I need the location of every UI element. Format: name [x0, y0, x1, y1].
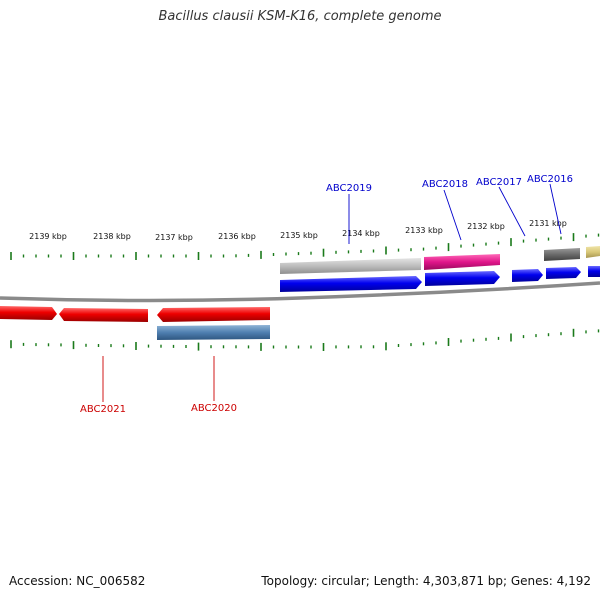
genome-backbone [0, 281, 600, 303]
gene-label-abc2021[interactable]: ABC2021 [80, 404, 126, 415]
gene-callout-lines [102, 183, 562, 402]
upper-tick-row [10, 233, 600, 260]
scale-label-2138: 2138 kbp [93, 232, 131, 241]
scale-label-2133: 2133 kbp [405, 226, 443, 235]
abc2018-feature-bar[interactable] [424, 254, 500, 270]
gene-label-abc2020[interactable]: ABC2020 [191, 403, 237, 414]
scale-label-2139: 2139 kbp [29, 232, 67, 241]
gene-abc2018[interactable] [425, 271, 500, 286]
scale-label-2135: 2135 kbp [280, 231, 318, 240]
scale-label-2132: 2132 kbp [467, 222, 505, 231]
genome-title: Bacillus clausii KSM-K16, complete genom… [158, 9, 442, 24]
gene-label-abc2018[interactable]: ABC2018 [422, 179, 468, 190]
callout-line-abc2017 [498, 186, 526, 237]
callout-line-abc2016 [549, 183, 562, 235]
scale-labels: 2139 kbp 2138 kbp 2137 kbp 2136 kbp 2135… [29, 219, 567, 242]
gene-label-abc2019[interactable]: ABC2019 [326, 183, 372, 194]
gene-labels: ABC2019 ABC2018 ABC2017 ABC2016 ABC2021 … [80, 174, 573, 415]
scale-label-2137: 2137 kbp [155, 233, 193, 242]
gene-reverse-edge[interactable] [0, 306, 57, 320]
scale-label-2131: 2131 kbp [529, 219, 567, 228]
abc2019-feature-bar[interactable] [280, 258, 421, 274]
gene-abc2020[interactable] [157, 307, 270, 322]
scale-label-2134: 2134 kbp [342, 229, 380, 238]
abc2016-feature-bar[interactable] [544, 248, 580, 261]
callout-line-abc2018 [443, 189, 462, 241]
lower-tick-row [10, 328, 600, 351]
reverse-genes [0, 306, 270, 322]
scale-label-2136: 2136 kbp [218, 232, 256, 241]
gene-abc2021[interactable] [59, 308, 148, 322]
genome-summary-text: Topology: circular; Length: 4,303,871 bp… [261, 574, 591, 588]
accession-text: Accession: NC_006582 [9, 574, 146, 588]
gene-edge-forward[interactable] [588, 266, 600, 277]
gene-abc2019[interactable] [280, 276, 422, 292]
abc2020-feature-bar[interactable] [157, 325, 270, 340]
forward-genes [280, 266, 600, 292]
edge-feature-bar[interactable] [586, 246, 600, 258]
gene-abc2017[interactable] [512, 269, 543, 282]
feature-track [280, 246, 600, 274]
gene-label-abc2017[interactable]: ABC2017 [476, 177, 522, 188]
gene-abc2016[interactable] [546, 267, 581, 279]
gene-label-abc2016[interactable]: ABC2016 [527, 174, 573, 185]
